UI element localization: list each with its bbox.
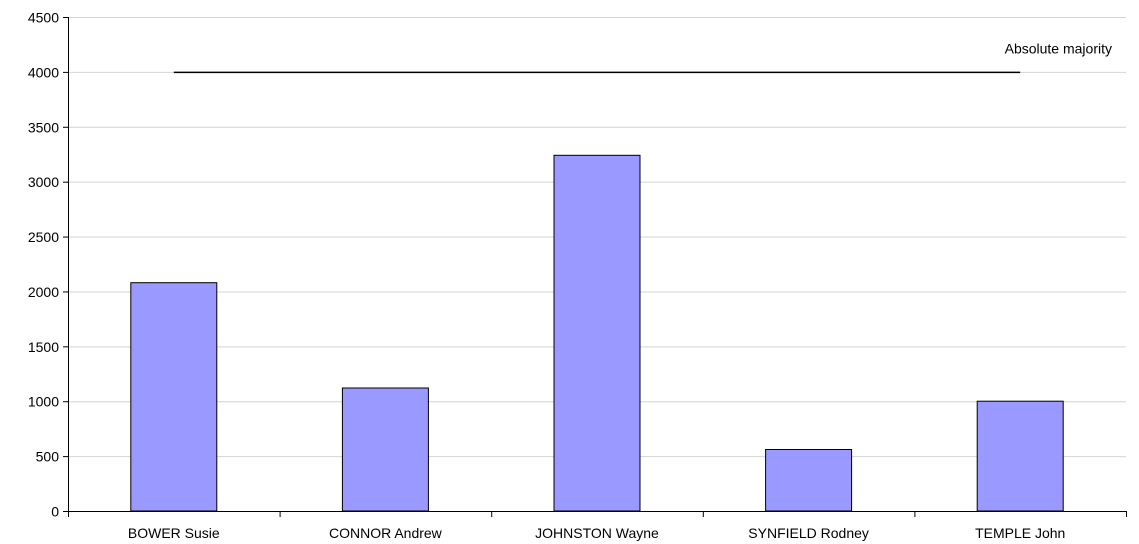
bar [130,282,218,512]
y-tick-label: 1000 [28,394,59,410]
y-tick-label: 0 [51,504,59,520]
y-tick-label: 1500 [28,339,59,355]
y-tick-label: 4500 [28,10,59,26]
y-tick-label: 3000 [28,174,59,190]
bar [553,154,641,512]
majority-annotation: Absolute majority [173,40,1112,74]
bar [341,387,429,512]
x-tick-label: BOWER Susie [128,525,220,541]
y-tick-label: 2500 [28,229,59,245]
bar [976,400,1064,512]
x-tick-label: JOHNSTON Wayne [535,525,659,541]
y-tick-label: 3500 [28,119,59,135]
axes [68,17,1126,512]
y-tick-label: 2000 [28,284,59,300]
x-tick-label: CONNOR Andrew [329,525,443,541]
x-tick-label: SYNFIELD Rodney [748,525,869,541]
x-tick-label: TEMPLE John [975,525,1065,541]
y-ticks: 0 500 1000 1500 2000 2500 3000 3500 4000 4500 [28,10,68,520]
y-tick-label: 4000 [28,64,59,80]
bars [130,154,1064,512]
x-ticks: BOWER Susie CONNOR Andrew JOHNSTON Wayne SY… [68,511,1127,541]
bar [765,449,853,512]
y-tick-label: 500 [36,449,60,465]
majority-label: Absolute majority [1005,40,1112,56]
